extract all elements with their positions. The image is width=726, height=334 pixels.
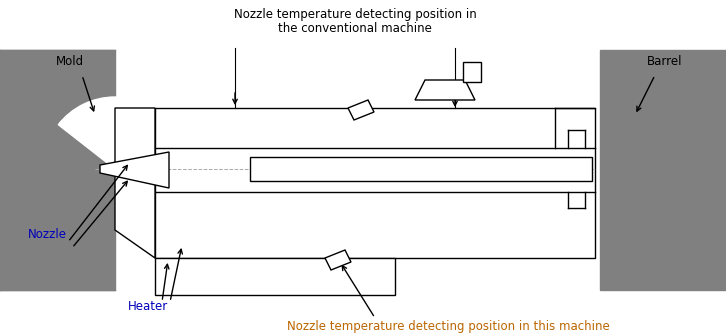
Text: Nozzle: Nozzle [28, 228, 67, 241]
Polygon shape [115, 108, 155, 258]
Polygon shape [100, 152, 169, 188]
Bar [155, 258, 395, 295]
Text: the conventional machine: the conventional machine [278, 22, 432, 35]
Text: Barrel: Barrel [648, 55, 682, 68]
Bar [250, 157, 592, 181]
Bar [0, 50, 115, 290]
Wedge shape [58, 97, 172, 169]
Bar [600, 50, 726, 290]
Text: Heater: Heater [128, 300, 168, 313]
Text: Nozzle temperature detecting position in this machine: Nozzle temperature detecting position in… [287, 320, 609, 333]
Bar [463, 62, 481, 82]
Polygon shape [325, 250, 351, 270]
Polygon shape [415, 80, 475, 100]
Polygon shape [348, 100, 374, 120]
Text: Nozzle temperature detecting position in: Nozzle temperature detecting position in [234, 8, 476, 21]
Bar [155, 108, 595, 258]
Text: Mold: Mold [56, 55, 84, 68]
